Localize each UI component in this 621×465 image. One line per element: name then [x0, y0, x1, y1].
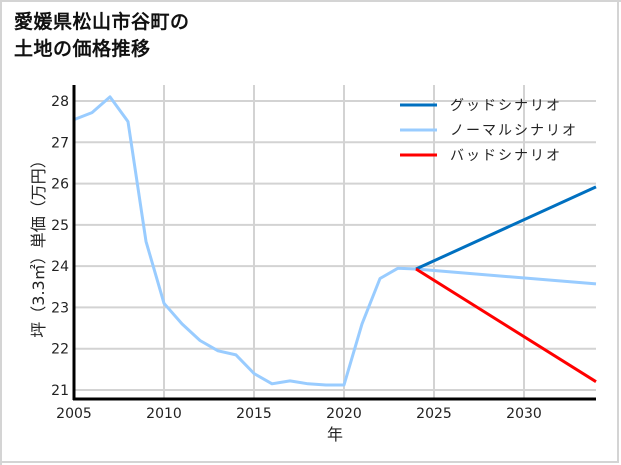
legend-item: ノーマルシナリオ	[400, 123, 578, 139]
x-tick-label: 2030	[506, 406, 542, 422]
axes	[72, 85, 596, 401]
x-tick-label: 2005	[56, 406, 92, 422]
y-tick-labels: 21 22 23 24 25 26 27 28	[51, 94, 69, 399]
series-line-1	[73, 95, 597, 387]
x-tick-labels: 2005 2010 2015 2020 2025 2030	[56, 406, 542, 422]
y-tick-label: 23	[51, 300, 69, 316]
data-series	[73, 95, 597, 387]
y-tick-label: 21	[51, 383, 69, 399]
x-tick-label: 2015	[236, 406, 272, 422]
chart-title-line1: 愛媛県松山市谷町の	[14, 11, 190, 33]
y-tick-label: 27	[51, 135, 69, 151]
y-tick-label: 28	[51, 94, 69, 110]
y-tick-label: 24	[51, 259, 69, 275]
y-tick-label: 22	[51, 342, 69, 358]
grid-lines	[74, 85, 596, 399]
y-tick-label: 26	[51, 177, 69, 193]
legend-label: バッドシナリオ	[450, 148, 562, 164]
legend-item: バッドシナリオ	[400, 148, 562, 164]
x-tick-label: 2025	[416, 406, 452, 422]
frame-border-top	[0, 0, 621, 2]
series-line-0	[415, 185, 597, 271]
legend-label: グッドシナリオ	[450, 98, 562, 114]
x-tick-label: 2010	[146, 406, 182, 422]
chart-title: 愛媛県松山市谷町の 土地の価格推移	[14, 9, 190, 63]
legend-item: グッドシナリオ	[400, 98, 562, 114]
series-line-2	[415, 267, 597, 383]
y-tick-label: 25	[51, 218, 69, 234]
y-axis-label: 坪（3.3㎡）単価（万円）	[29, 152, 48, 337]
x-axis-label: 年	[327, 425, 343, 444]
legend-label: ノーマルシナリオ	[450, 123, 578, 139]
chart-title-line2: 土地の価格推移	[14, 38, 151, 60]
x-tick-label: 2020	[326, 406, 362, 422]
frame-border-left	[0, 0, 2, 465]
